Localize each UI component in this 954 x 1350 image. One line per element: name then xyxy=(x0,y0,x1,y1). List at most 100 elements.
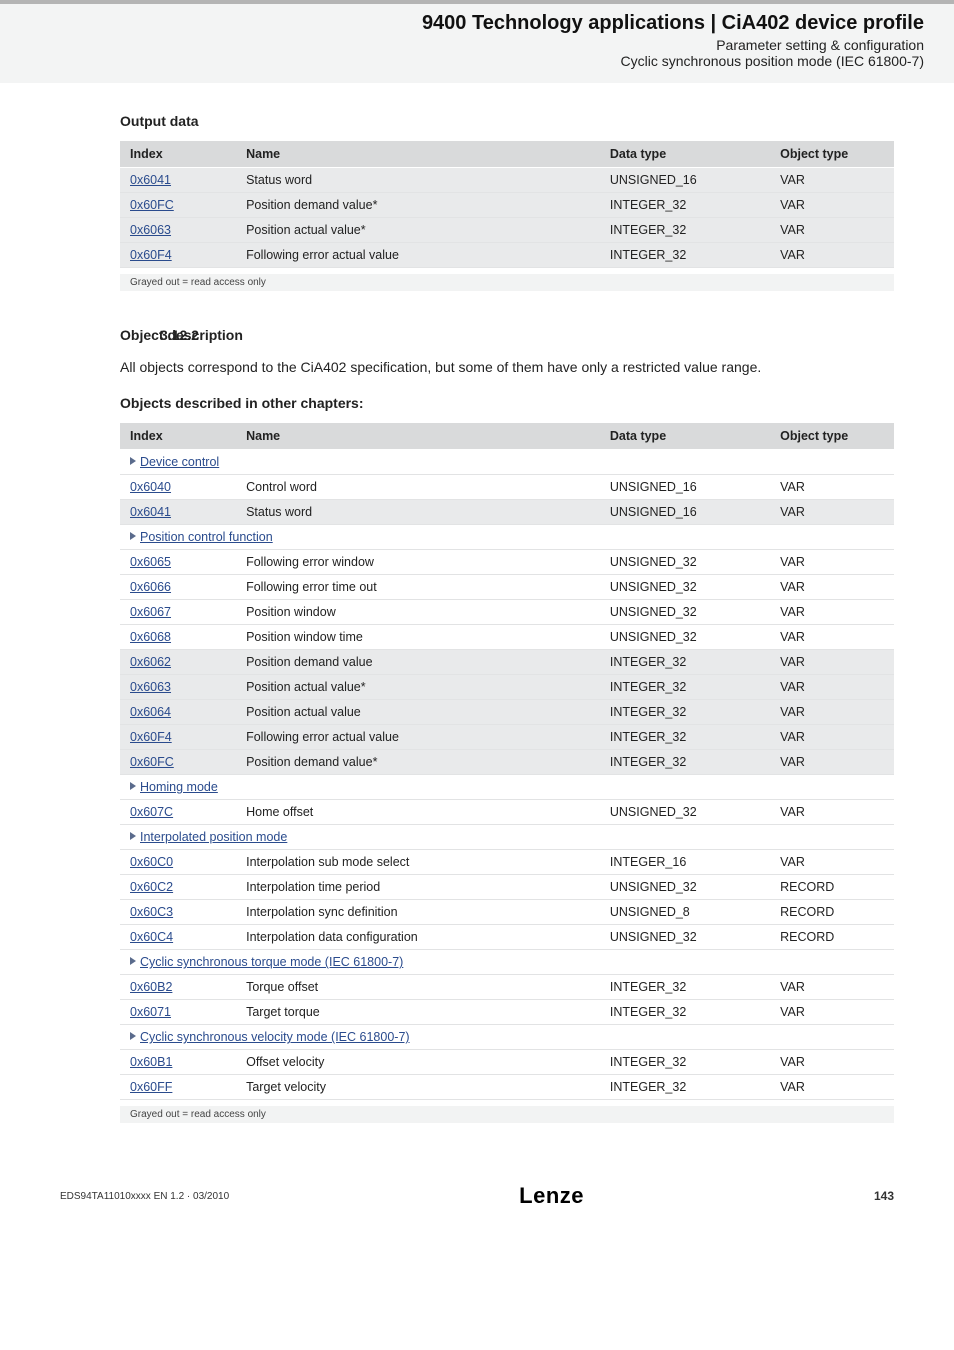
cell-index: 0x607C xyxy=(120,800,236,825)
table-row: 0x6066 Following error time outUNSIGNED_3… xyxy=(120,575,894,600)
cell-otype: VAR xyxy=(770,1000,894,1025)
cell-name: Torque offset xyxy=(236,975,600,1000)
cell-name: Interpolation data configuration xyxy=(236,925,600,950)
triangle-icon xyxy=(130,957,136,965)
triangle-icon xyxy=(130,532,136,540)
output-footnote: Grayed out = read access only xyxy=(120,274,894,291)
cell-index: 0x60F4 xyxy=(120,725,236,750)
cell-name: Following error actual value xyxy=(236,725,600,750)
cell-index: 0x6041 xyxy=(120,168,236,193)
cell-otype: VAR xyxy=(770,475,894,500)
objects-subheading: Objects described in other chapters: xyxy=(120,395,894,411)
index-link[interactable]: 0x6068 xyxy=(130,630,171,644)
cell-otype: VAR xyxy=(770,800,894,825)
index-link[interactable]: 0x607C xyxy=(130,805,173,819)
index-link[interactable]: 0x6041 xyxy=(130,173,171,187)
group-link[interactable]: Cyclic synchronous velocity mode (IEC 61… xyxy=(140,1030,410,1044)
table-row: 0x60F4 Following error actual valueINTEGE… xyxy=(120,243,894,268)
table-row: 0x60C0Interpolation sub mode selectINTEG… xyxy=(120,850,894,875)
index-link[interactable]: 0x60B1 xyxy=(130,1055,172,1069)
cell-otype: VAR xyxy=(770,500,894,525)
cell-otype: VAR xyxy=(770,975,894,1000)
cell-otype: VAR xyxy=(770,243,894,268)
cell-name: Control word xyxy=(236,475,600,500)
cell-name: Position demand value xyxy=(236,650,600,675)
index-link[interactable]: 0x6041 xyxy=(130,505,171,519)
cell-dtype: UNSIGNED_32 xyxy=(600,625,770,650)
cell-dtype: INTEGER_16 xyxy=(600,850,770,875)
index-link[interactable]: 0x60C4 xyxy=(130,930,173,944)
table-row: 0x6064Position actual valueINTEGER_32VAR xyxy=(120,700,894,725)
group-link[interactable]: Cyclic synchronous torque mode (IEC 6180… xyxy=(140,955,403,969)
index-link[interactable]: 0x6064 xyxy=(130,705,171,719)
cell-otype: VAR xyxy=(770,575,894,600)
cell-index: 0x6067 xyxy=(120,600,236,625)
cell-dtype: INTEGER_32 xyxy=(600,243,770,268)
index-link[interactable]: 0x60FC xyxy=(130,755,174,769)
cell-name: Offset velocity xyxy=(236,1050,600,1075)
cell-index: 0x60F4 xyxy=(120,243,236,268)
cell-dtype: UNSIGNED_32 xyxy=(600,800,770,825)
group-link[interactable]: Position control function xyxy=(140,530,273,544)
group-link[interactable]: Homing mode xyxy=(140,780,218,794)
cell-otype: RECORD xyxy=(770,875,894,900)
cell-otype: VAR xyxy=(770,850,894,875)
cell-name: Following error time out xyxy=(236,575,600,600)
cell-index: 0x6065 xyxy=(120,550,236,575)
cell-name: Home offset xyxy=(236,800,600,825)
cell-index: 0x60C2 xyxy=(120,875,236,900)
cell-index: 0x60FC xyxy=(120,193,236,218)
cell-name: Position demand value* xyxy=(236,193,600,218)
index-link[interactable]: 0x60F4 xyxy=(130,248,172,262)
cell-index: 0x60C3 xyxy=(120,900,236,925)
index-link[interactable]: 0x60C2 xyxy=(130,880,173,894)
content-area: Output data Index Name Data type Object … xyxy=(0,83,954,1153)
col-otype: Object type xyxy=(770,423,894,450)
index-link[interactable]: 0x6063 xyxy=(130,223,171,237)
cell-name: Following error actual value xyxy=(236,243,600,268)
cell-dtype: INTEGER_32 xyxy=(600,650,770,675)
index-link[interactable]: 0x6066 xyxy=(130,580,171,594)
group-link[interactable]: Device control xyxy=(140,455,219,469)
triangle-icon xyxy=(130,1032,136,1040)
col-name: Name xyxy=(236,423,600,450)
cell-name: Position actual value xyxy=(236,700,600,725)
index-link[interactable]: 0x60C3 xyxy=(130,905,173,919)
index-link[interactable]: 0x60C0 xyxy=(130,855,173,869)
cell-index: 0x60B1 xyxy=(120,1050,236,1075)
table-header-row: Index Name Data type Object type xyxy=(120,141,894,168)
index-link[interactable]: 0x60FC xyxy=(130,198,174,212)
cell-index: 0x6041 xyxy=(120,500,236,525)
index-link[interactable]: 0x60B2 xyxy=(130,980,172,994)
table-row: 0x60C4 Interpolation data configurationUN… xyxy=(120,925,894,950)
index-link[interactable]: 0x6065 xyxy=(130,555,171,569)
index-link[interactable]: 0x6071 xyxy=(130,1005,171,1019)
cell-name: Status word xyxy=(236,168,600,193)
cell-index: 0x6064 xyxy=(120,700,236,725)
index-link[interactable]: 0x6062 xyxy=(130,655,171,669)
cell-index: 0x60C4 xyxy=(120,925,236,950)
cell-otype: VAR xyxy=(770,218,894,243)
table-row: 0x6065Following error windowUNSIGNED_32V… xyxy=(120,550,894,575)
cell-dtype: UNSIGNED_32 xyxy=(600,575,770,600)
group-subhead: Device control xyxy=(120,450,894,475)
table-row: 0x6068Position window timeUNSIGNED_32VAR xyxy=(120,625,894,650)
group-subhead: Interpolated position mode xyxy=(120,825,894,850)
group-subhead: Position control function xyxy=(120,525,894,550)
cell-name: Position actual value* xyxy=(236,675,600,700)
cell-otype: VAR xyxy=(770,1075,894,1100)
cell-dtype: UNSIGNED_32 xyxy=(600,925,770,950)
triangle-icon xyxy=(130,782,136,790)
table-row: 0x6067Position windowUNSIGNED_32VAR xyxy=(120,600,894,625)
cell-dtype: INTEGER_32 xyxy=(600,700,770,725)
index-link[interactable]: 0x6040 xyxy=(130,480,171,494)
cell-name: Position demand value* xyxy=(236,750,600,775)
index-link[interactable]: 0x60F4 xyxy=(130,730,172,744)
index-link[interactable]: 0x6067 xyxy=(130,605,171,619)
cell-otype: VAR xyxy=(770,168,894,193)
cell-name: Target torque xyxy=(236,1000,600,1025)
cell-index: 0x6063 xyxy=(120,675,236,700)
group-link[interactable]: Interpolated position mode xyxy=(140,830,287,844)
index-link[interactable]: 0x60FF xyxy=(130,1080,172,1094)
index-link[interactable]: 0x6063 xyxy=(130,680,171,694)
